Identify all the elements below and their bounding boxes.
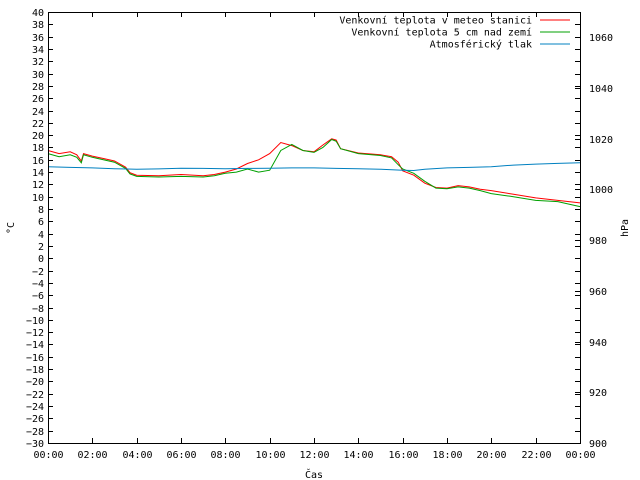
x-tick-label: 00:00 — [33, 450, 63, 461]
legend-label-2: Venkovní teplota 5 cm nad zemí — [351, 27, 532, 39]
y-tick-label: 32 — [32, 57, 44, 68]
y2-tick-label: 1000 — [589, 185, 613, 196]
y2-tick-label: 920 — [589, 388, 607, 399]
y-tick-label: −22 — [26, 390, 44, 401]
x-tick-label: 04:00 — [122, 450, 152, 461]
y-tick-label: 40 — [32, 8, 44, 19]
y-tick-label: 8 — [38, 205, 44, 216]
y-axis-label: °C — [6, 222, 17, 234]
x-tick-label: 02:00 — [77, 450, 107, 461]
x-tick-label: 20:00 — [476, 450, 506, 461]
x-tick-label: 18:00 — [432, 450, 462, 461]
y-tick-label: −30 — [26, 439, 44, 450]
y-tick-label: −14 — [26, 340, 44, 351]
y-tick-label: 4 — [38, 230, 44, 241]
x-tick-label: 06:00 — [166, 450, 196, 461]
y-tick-label: 24 — [32, 107, 44, 118]
y-tick-label: 6 — [38, 217, 44, 228]
y-tick-label: 34 — [32, 45, 44, 56]
y-tick-label: 30 — [32, 70, 44, 81]
y-tick-label: −2 — [32, 267, 44, 278]
y-tick-label: 20 — [32, 131, 44, 142]
y2-tick-label: 940 — [589, 338, 607, 349]
y-tick-label: 0 — [38, 254, 44, 265]
x-tick-label: 14:00 — [343, 450, 373, 461]
ticks-layer: 4038363432302826242220181614121086420−2−… — [26, 8, 613, 461]
y2-tick-label: 1060 — [589, 33, 613, 44]
y-tick-label: −16 — [26, 353, 44, 364]
y2-tick-label: 960 — [589, 287, 607, 298]
y-tick-label: −8 — [32, 304, 44, 315]
x-tick-label: 12:00 — [299, 450, 329, 461]
y-tick-label: −12 — [26, 328, 44, 339]
x-tick-label: 00:00 — [565, 450, 595, 461]
x-tick-label: 16:00 — [388, 450, 418, 461]
x-tick-label: 22:00 — [521, 450, 551, 461]
x-tick-label: 10:00 — [255, 450, 285, 461]
y-tick-label: 36 — [32, 33, 44, 44]
y-tick-label: 2 — [38, 242, 44, 253]
series-layer — [47, 138, 581, 208]
legend: Venkovní teplota v meteo staniciVenkovní… — [339, 15, 570, 51]
y2-tick-label: 980 — [589, 236, 607, 247]
series-line-2 — [47, 138, 581, 208]
y-tick-label: 18 — [32, 143, 44, 154]
y2-tick-label: 1040 — [589, 84, 613, 95]
y-tick-label: −10 — [26, 316, 44, 327]
y-tick-label: 38 — [32, 20, 44, 31]
y-tick-label: −26 — [26, 414, 44, 425]
y-tick-label: −4 — [32, 279, 44, 290]
y-tick-label: 16 — [32, 156, 44, 167]
y-tick-label: 26 — [32, 94, 44, 105]
legend-label-1: Venkovní teplota v meteo stanici — [339, 15, 532, 27]
y2-axis-label: hPa — [620, 219, 631, 237]
x-tick-label: 08:00 — [210, 450, 240, 461]
y2-tick-label: 1020 — [589, 135, 613, 146]
legend-label-3: Atmosférický tlak — [430, 39, 532, 51]
y-tick-label: −28 — [26, 427, 44, 438]
series-line-3 — [47, 162, 581, 172]
y-tick-label: 10 — [32, 193, 44, 204]
y-tick-label: −24 — [26, 402, 44, 413]
y-tick-label: 12 — [32, 180, 44, 191]
y-tick-label: −6 — [32, 291, 44, 302]
y-tick-label: −18 — [26, 365, 44, 376]
y-tick-label: 28 — [32, 82, 44, 93]
y-tick-label: 14 — [32, 168, 44, 179]
plot-frame — [48, 12, 581, 444]
y2-tick-label: 900 — [589, 439, 607, 450]
y-tick-label: −20 — [26, 377, 44, 388]
series-line-1 — [47, 138, 581, 204]
y-tick-label: 22 — [32, 119, 44, 130]
x-axis-label: Čas — [305, 468, 323, 480]
